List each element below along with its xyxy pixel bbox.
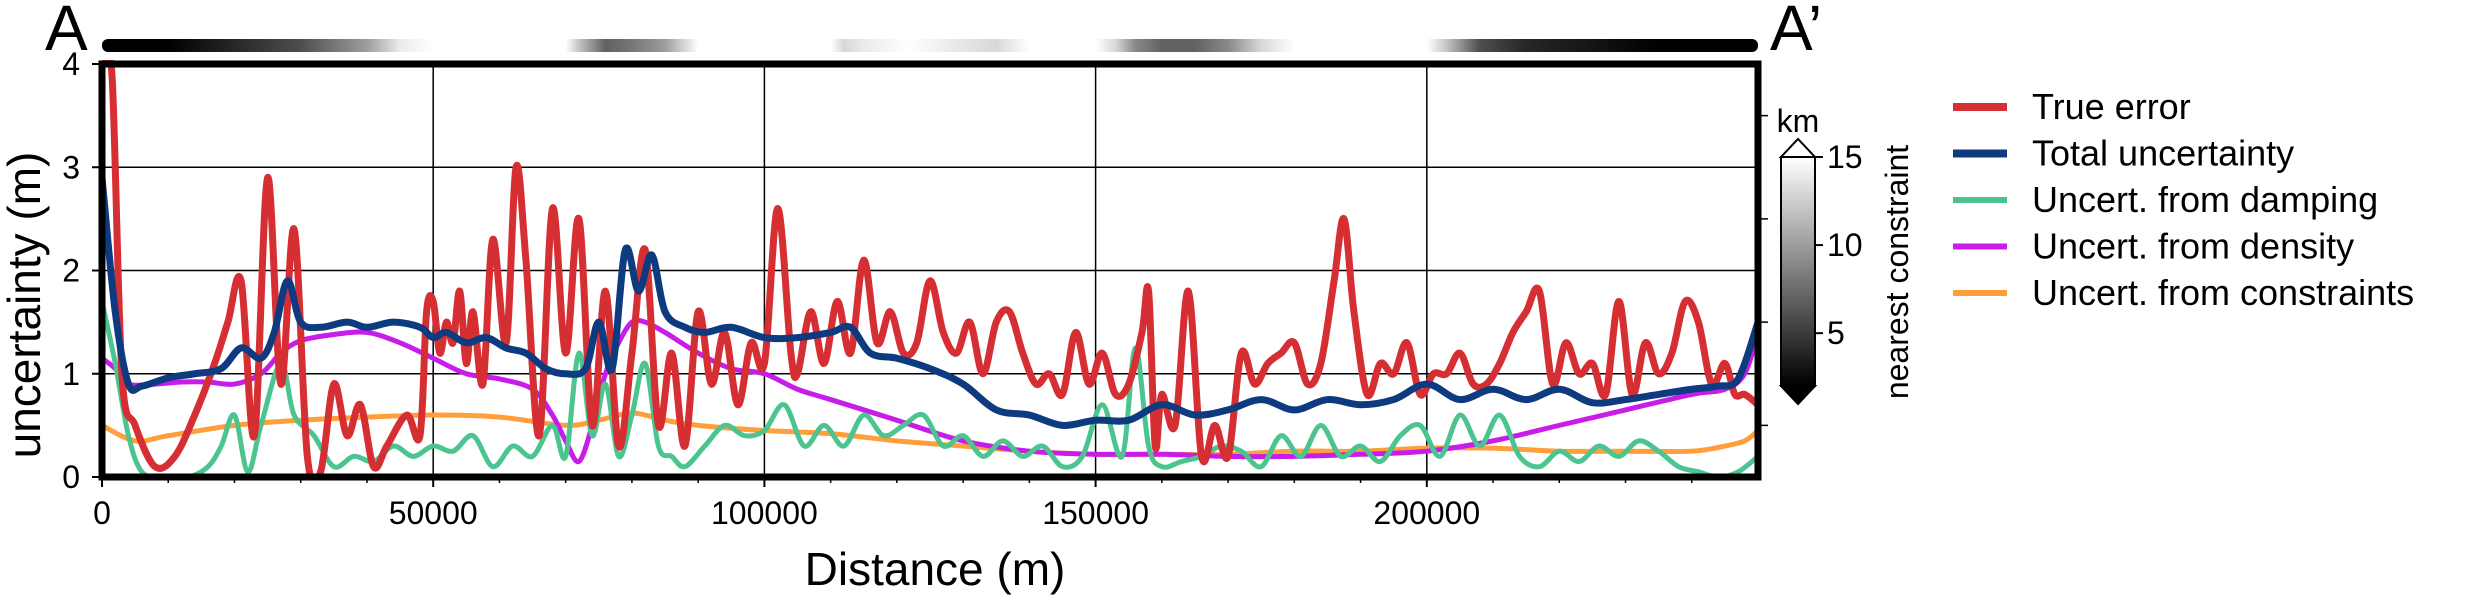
colorbar-tick-label: 5 <box>1827 315 1845 351</box>
legend-label-uncert-from-damping: Uncert. from damping <box>2032 179 2378 220</box>
series-line-true-error <box>102 60 1758 477</box>
y-tick-label: 3 <box>62 149 80 185</box>
y-axis: 0 1 2 3 4 <box>62 46 1768 495</box>
y-tick-label: 2 <box>62 253 80 289</box>
colorbar-tick-label: 10 <box>1827 227 1863 263</box>
nearest-constraint-bar <box>102 39 1758 52</box>
end-label: A’ <box>1770 0 1822 64</box>
legend-label-uncert-from-constraints: Uncert. from constraints <box>2032 272 2414 313</box>
colorbar-unit: km <box>1777 103 1820 139</box>
series-line-total-uncertainty <box>102 174 1758 429</box>
y-tick-label: 0 <box>62 459 80 495</box>
colorbar-tick-label: 15 <box>1827 139 1863 175</box>
y-tick-label: 1 <box>62 356 80 392</box>
legend-label-total-uncertainty: Total uncertainty <box>2032 133 2294 174</box>
colorbar-ramp <box>1780 156 1816 387</box>
series-layer <box>102 60 1758 477</box>
x-axis-label: Distance (m) <box>805 543 1066 595</box>
legend-label-true-error: True error <box>2032 86 2191 127</box>
x-tick-label: 100000 <box>711 495 818 531</box>
y-axis-label: uncertainty (m) <box>0 152 50 459</box>
colorbar-label: nearest constraint <box>1879 145 1915 399</box>
x-tick-label: 150000 <box>1042 495 1149 531</box>
colorbar-max-triangle <box>1778 137 1818 158</box>
x-axis: 0 50000 100000 150000 200000 <box>93 477 1693 531</box>
start-label: A <box>45 0 88 64</box>
series-line-uncert-from-damping <box>102 298 1758 477</box>
x-tick-label: 50000 <box>389 495 478 531</box>
nearest-constraint-strip <box>102 39 1758 52</box>
colorbar-min-triangle <box>1778 385 1818 406</box>
legend-label-uncert-from-density: Uncert. from density <box>2032 226 2354 267</box>
x-tick-label: 0 <box>93 495 111 531</box>
legend: True error Total uncertainty Uncert. from … <box>1953 86 2414 313</box>
x-tick-label: 200000 <box>1373 495 1480 531</box>
y-tick-label: 4 <box>62 46 80 82</box>
